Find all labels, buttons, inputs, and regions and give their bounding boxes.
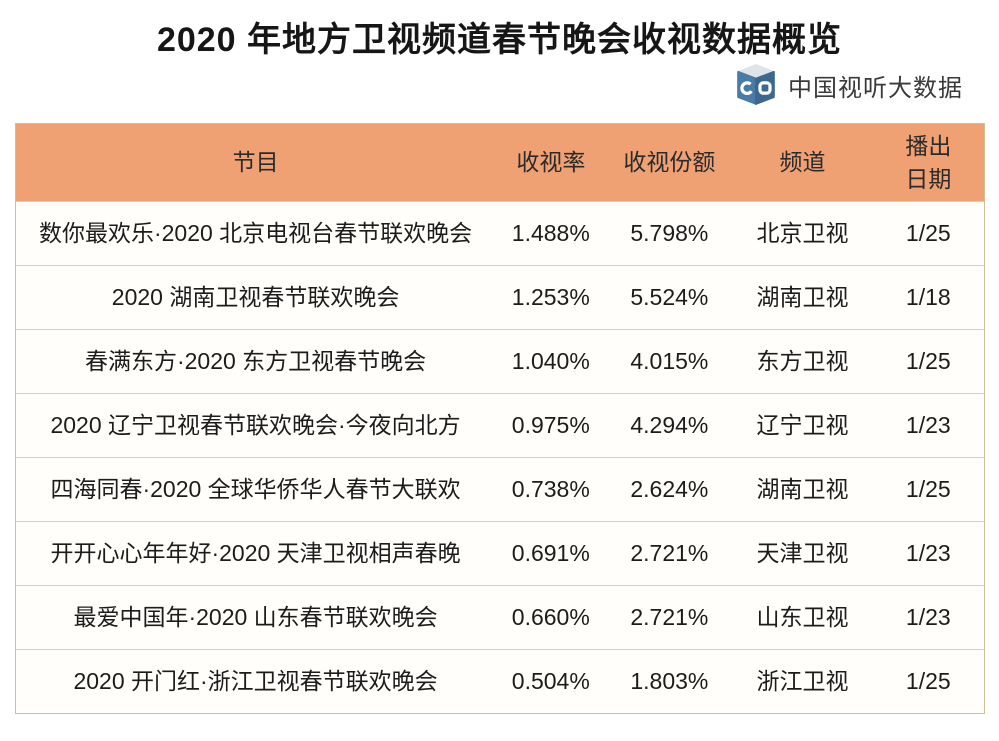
program-cell: 数你最欢乐·2020 北京电视台春节联欢晚会 xyxy=(38,219,473,246)
table-row: 2020 湖南卫视春节联欢晚会 1.253% 5.524% 湖南卫视 1/18 xyxy=(16,265,984,329)
table-row: 四海同春·2020 全球华侨华人春节大联欢 0.738% 2.624% 湖南卫视… xyxy=(16,457,984,521)
share-cell: 1.803% xyxy=(630,667,709,694)
rating-cell: 0.504% xyxy=(511,667,590,694)
program-cell: 2020 开门红·浙江卫视春节联欢晚会 xyxy=(73,667,438,694)
program-cell: 2020 辽宁卫视春节联欢晚会·今夜向北方 xyxy=(50,411,461,438)
date-cell: 1/23 xyxy=(905,603,951,630)
header-channel: 频道 xyxy=(779,148,826,175)
channel-cell: 浙江卫视 xyxy=(756,667,849,694)
channel-cell: 湖南卫视 xyxy=(756,475,849,502)
table-row: 开开心心年年好·2020 天津卫视相声春晚 0.691% 2.721% 天津卫视… xyxy=(16,521,984,585)
channel-cell: 东方卫视 xyxy=(756,347,849,374)
date-cell: 1/25 xyxy=(905,475,951,502)
program-cell: 最爱中国年·2020 山东春节联欢晚会 xyxy=(73,603,438,630)
channel-cell: 辽宁卫视 xyxy=(756,411,849,438)
cube-book-logo-icon xyxy=(737,64,775,105)
header-program: 节目 xyxy=(232,148,279,175)
page-title: 2020 年地方卫视频道春节晚会收视数据概览 xyxy=(156,21,843,59)
header-share: 收视份额 xyxy=(623,148,716,175)
channel-cell: 北京卫视 xyxy=(756,219,849,246)
rating-cell: 0.660% xyxy=(511,603,590,630)
table-header-row: 节目 收视率 收视份额 频道 播出日期 xyxy=(16,124,984,201)
share-cell: 2.721% xyxy=(630,539,709,566)
program-cell: 春满东方·2020 东方卫视春节晚会 xyxy=(84,347,427,374)
ratings-table: 节目 收视率 收视份额 频道 播出日期 数你最欢乐·2020 北京电视台春节联欢… xyxy=(15,123,985,714)
share-cell: 4.015% xyxy=(630,347,709,374)
share-cell: 5.524% xyxy=(630,283,709,310)
table-row: 数你最欢乐·2020 北京电视台春节联欢晚会 1.488% 5.798% 北京卫… xyxy=(16,201,984,265)
rating-cell: 1.488% xyxy=(511,219,590,246)
header-air-date: 播出日期 xyxy=(905,133,952,192)
share-cell: 2.624% xyxy=(630,475,709,502)
table-row: 2020 辽宁卫视春节联欢晚会·今夜向北方 0.975% 4.294% 辽宁卫视… xyxy=(16,393,984,457)
header-rating: 收视率 xyxy=(516,148,586,175)
date-cell: 1/23 xyxy=(905,539,951,566)
date-cell: 1/23 xyxy=(905,411,951,438)
date-cell: 1/25 xyxy=(905,347,951,374)
channel-cell: 湖南卫视 xyxy=(756,283,849,310)
date-cell: 1/18 xyxy=(905,283,951,310)
table-row: 最爱中国年·2020 山东春节联欢晚会 0.660% 2.721% 山东卫视 1… xyxy=(16,585,984,649)
program-cell: 开开心心年年好·2020 天津卫视相声春晚 xyxy=(50,539,461,566)
share-cell: 4.294% xyxy=(630,411,709,438)
program-cell: 四海同春·2020 全球华侨华人春节大联欢 xyxy=(50,475,461,502)
channel-cell: 山东卫视 xyxy=(756,603,849,630)
channel-cell: 天津卫视 xyxy=(756,539,849,566)
date-cell: 1/25 xyxy=(905,667,951,694)
program-cell: 2020 湖南卫视春节联欢晚会 xyxy=(111,283,400,310)
table-row: 春满东方·2020 东方卫视春节晚会 1.040% 4.015% 东方卫视 1/… xyxy=(16,329,984,393)
rating-cell: 0.691% xyxy=(511,539,590,566)
table-row: 2020 开门红·浙江卫视春节联欢晚会 0.504% 1.803% 浙江卫视 1… xyxy=(16,649,984,713)
rating-cell: 1.253% xyxy=(511,283,590,310)
rating-cell: 0.975% xyxy=(511,411,590,438)
date-cell: 1/25 xyxy=(905,219,951,246)
rating-cell: 0.738% xyxy=(511,475,590,502)
share-cell: 2.721% xyxy=(630,603,709,630)
brand: 中国视听大数据 xyxy=(733,62,963,108)
brand-name: 中国视听大数据 xyxy=(788,74,963,102)
share-cell: 5.798% xyxy=(630,219,709,246)
rating-cell: 1.040% xyxy=(511,347,590,374)
